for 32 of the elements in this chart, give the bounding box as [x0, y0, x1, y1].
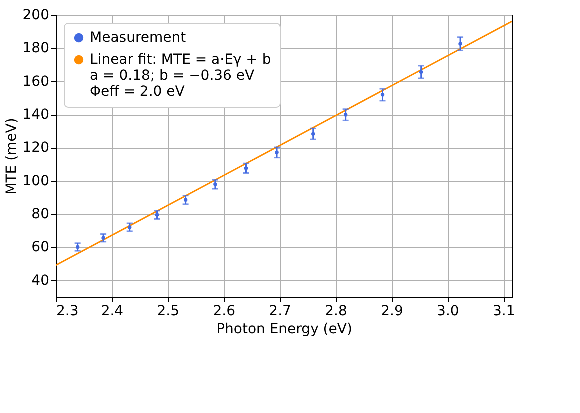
y-tick-label: 180: [22, 40, 50, 57]
x-tick-label: 3.0: [437, 304, 460, 320]
point: [419, 70, 424, 74]
x-tick-label: 2.3: [56, 304, 79, 320]
y-tick-label: 60: [32, 240, 50, 256]
y-tick-label: 140: [22, 107, 50, 124]
point: [380, 93, 385, 97]
y-tick-label: 120: [22, 140, 50, 156]
point: [155, 213, 160, 217]
x-axis-title: Photon Energy (eV): [216, 322, 352, 338]
y-tick-label: 200: [22, 8, 50, 24]
x-tick-label: 2.8: [325, 304, 348, 320]
y-tick-label: 100: [22, 173, 50, 190]
legend-label: Measurement: [90, 30, 187, 46]
y-tick-label: 40: [32, 272, 50, 289]
legend-label: Linear fit: MTE = a·Eγ + b a = 0.18; b = −0.36 eV Φeff = 2.0 eV: [90, 52, 272, 100]
y-tick-label: 160: [22, 74, 50, 90]
point: [275, 150, 279, 155]
point: [312, 132, 316, 136]
x-tick-label: 2.5: [157, 304, 180, 320]
x-tick-label: 2.4: [101, 304, 124, 320]
point: [214, 182, 218, 186]
x-tick-label: 3.1: [492, 304, 516, 320]
y-axis-title: MTE (meV): [4, 118, 20, 195]
point: [184, 198, 188, 202]
point: [244, 166, 248, 170]
x-tick-label: 2.6: [213, 304, 236, 320]
y-tick-label: 80: [32, 206, 50, 223]
x-tick-label: 2.9: [381, 304, 404, 320]
point: [458, 42, 462, 46]
point: [344, 113, 348, 117]
x-tick-label: 2.7: [269, 304, 292, 320]
